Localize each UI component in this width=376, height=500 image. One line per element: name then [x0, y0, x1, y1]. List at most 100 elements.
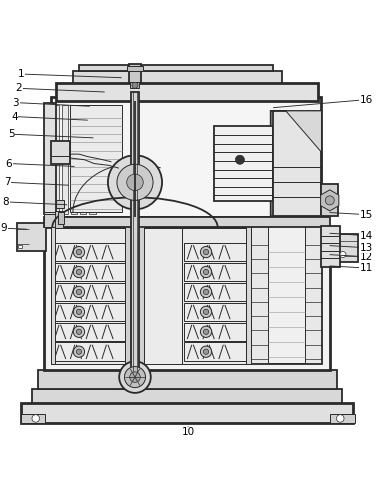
Bar [321, 184, 338, 216]
Text: 1: 1 [17, 69, 24, 79]
Bar [329, 234, 358, 262]
Bar [44, 212, 56, 226]
Bar [52, 263, 125, 281]
Circle shape [340, 252, 346, 258]
Circle shape [203, 309, 209, 314]
Bar [44, 104, 56, 214]
Bar [131, 92, 139, 374]
Bar [53, 105, 59, 214]
Circle shape [117, 164, 153, 200]
Bar [129, 64, 141, 84]
Bar [125, 224, 131, 364]
Bar [184, 322, 246, 341]
Bar [184, 263, 246, 281]
Bar [73, 72, 282, 84]
Text: 8: 8 [3, 197, 9, 207]
Circle shape [200, 266, 212, 278]
Bar [321, 226, 340, 267]
Circle shape [73, 286, 85, 298]
Circle shape [203, 250, 209, 254]
Bar [32, 389, 342, 404]
Text: 11: 11 [360, 263, 373, 273]
Circle shape [200, 346, 212, 358]
Circle shape [73, 246, 85, 258]
Circle shape [73, 266, 85, 278]
Bar [130, 82, 139, 87]
Circle shape [325, 196, 334, 205]
Polygon shape [271, 111, 321, 216]
Bar [51, 224, 55, 364]
Bar [52, 322, 125, 341]
Circle shape [200, 306, 212, 318]
Circle shape [76, 329, 82, 334]
Bar [184, 342, 246, 361]
Circle shape [119, 362, 151, 393]
Bar [214, 126, 273, 201]
Bar [79, 64, 273, 71]
Polygon shape [321, 190, 339, 211]
Polygon shape [286, 111, 321, 152]
Circle shape [76, 290, 82, 294]
Text: 4: 4 [11, 112, 18, 122]
Bar [56, 84, 318, 102]
Text: 13: 13 [360, 242, 373, 252]
Circle shape [203, 270, 209, 274]
Text: 12: 12 [360, 252, 373, 262]
Bar [89, 105, 96, 214]
Bar [71, 105, 77, 214]
Bar [52, 302, 125, 321]
Text: 2: 2 [15, 84, 22, 94]
Bar [38, 370, 337, 389]
Bar [182, 228, 248, 364]
Bar [184, 243, 246, 262]
Circle shape [203, 349, 209, 354]
Bar [330, 414, 355, 423]
Circle shape [73, 346, 85, 358]
Bar [17, 222, 46, 251]
Circle shape [127, 174, 143, 190]
Circle shape [73, 326, 85, 338]
Bar [56, 200, 64, 208]
Bar [268, 226, 305, 363]
Circle shape [337, 414, 344, 422]
Text: 16: 16 [360, 94, 373, 104]
Circle shape [76, 349, 82, 354]
Circle shape [203, 290, 209, 294]
Circle shape [200, 286, 212, 298]
Text: 6: 6 [6, 158, 12, 168]
Circle shape [235, 155, 244, 164]
Bar [18, 245, 22, 248]
Bar [52, 282, 125, 301]
Circle shape [200, 246, 212, 258]
Bar [52, 243, 125, 262]
Bar [80, 105, 86, 214]
Text: 14: 14 [360, 230, 373, 240]
Text: 9: 9 [0, 223, 7, 233]
Bar [51, 228, 182, 364]
Text: 3: 3 [12, 98, 19, 108]
Bar [62, 105, 68, 214]
Circle shape [73, 306, 85, 318]
Bar [184, 282, 246, 301]
Circle shape [200, 326, 212, 338]
Bar [51, 96, 321, 217]
Bar [44, 226, 330, 370]
Bar [44, 217, 330, 228]
Polygon shape [286, 111, 321, 216]
Bar [251, 224, 322, 364]
Circle shape [132, 82, 138, 88]
Bar [52, 342, 125, 361]
Bar [51, 141, 70, 164]
Bar [55, 212, 63, 228]
Circle shape [76, 270, 82, 274]
Circle shape [108, 155, 162, 210]
Text: 15: 15 [360, 210, 373, 220]
Text: 10: 10 [182, 428, 194, 438]
Circle shape [32, 414, 39, 422]
Circle shape [130, 372, 140, 382]
Bar [246, 224, 251, 364]
Circle shape [76, 250, 82, 254]
Bar [21, 404, 353, 423]
Text: 5: 5 [8, 129, 15, 139]
Circle shape [76, 309, 82, 314]
